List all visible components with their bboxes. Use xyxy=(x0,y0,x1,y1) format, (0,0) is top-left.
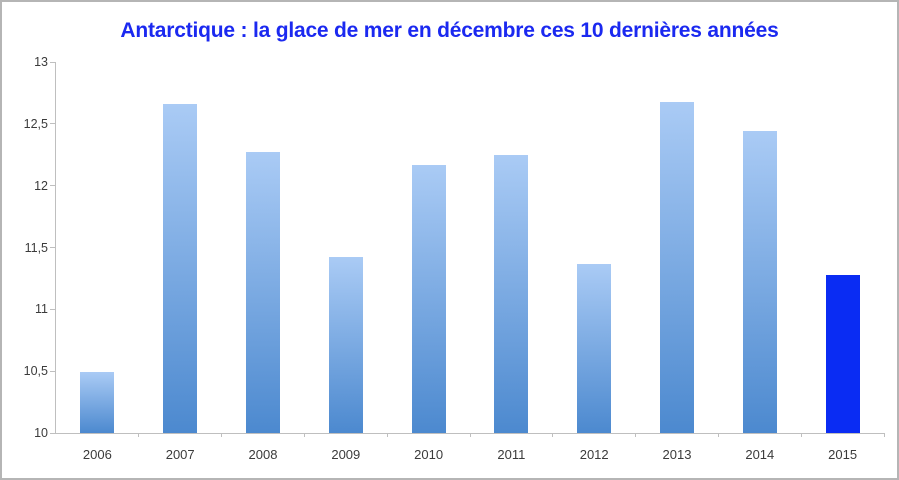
bar-2014 xyxy=(742,131,777,433)
y-tick-mark xyxy=(50,432,56,434)
bar-2012 xyxy=(577,263,612,433)
x-axis-label-2008: 2008 xyxy=(248,447,278,462)
x-axis-label-2010: 2010 xyxy=(414,447,444,462)
bar-2013 xyxy=(660,101,694,433)
y-tick-mark xyxy=(50,370,56,372)
x-axis-label-2015: 2015 xyxy=(828,447,858,462)
y-axis-tick-label: 13 xyxy=(34,55,48,69)
x-axis-line xyxy=(50,433,884,434)
x-tick-mark xyxy=(552,433,554,437)
y-axis-tick-label: 12 xyxy=(34,178,48,193)
bar-2008 xyxy=(246,152,280,433)
y-tick-mark xyxy=(50,247,56,248)
bar-2010 xyxy=(411,164,446,433)
y-axis-tick-label: 11 xyxy=(35,302,48,317)
x-axis-label-2014: 2014 xyxy=(745,447,775,462)
x-tick-mark xyxy=(883,433,885,437)
x-axis-label-2011: 2011 xyxy=(497,447,526,462)
bar-2011 xyxy=(494,154,529,433)
plot-area: 10 10,5 11 11,5 12 12,5 13 2006 2007 2008 2009 2010… xyxy=(24,55,885,462)
x-tick-mark xyxy=(800,433,802,437)
y-axis-tick-label: 10,5 xyxy=(23,364,48,379)
x-tick-mark xyxy=(138,433,140,437)
x-tick-mark xyxy=(717,433,719,437)
y-axis-tick-label: 10 xyxy=(34,426,48,440)
x-tick-mark xyxy=(635,433,637,437)
x-axis-label-2009: 2009 xyxy=(331,447,361,462)
y-tick-mark xyxy=(50,61,56,63)
x-tick-mark xyxy=(303,433,305,437)
x-axis-label-2013: 2013 xyxy=(662,447,692,462)
x-axis-label-2007: 2007 xyxy=(165,447,195,462)
y-tick-mark xyxy=(50,123,56,125)
y-axis-tick-label: 12,5 xyxy=(23,116,48,131)
bar-2015 xyxy=(825,274,860,433)
x-axis-label-2012: 2012 xyxy=(579,447,609,462)
bar-2006 xyxy=(80,372,115,433)
y-axis-tick-label: 11,5 xyxy=(24,240,48,255)
bar-2009 xyxy=(328,257,363,433)
bar-2007 xyxy=(163,104,198,433)
x-axis-label-2006: 2006 xyxy=(82,447,112,462)
x-tick-mark xyxy=(386,433,388,437)
x-tick-mark xyxy=(469,433,471,437)
chart-title: Antarctique : la glace de mer en décembr… xyxy=(120,19,779,42)
y-tick-mark xyxy=(50,308,56,310)
x-tick-mark xyxy=(221,433,223,437)
y-tick-mark xyxy=(50,185,56,187)
